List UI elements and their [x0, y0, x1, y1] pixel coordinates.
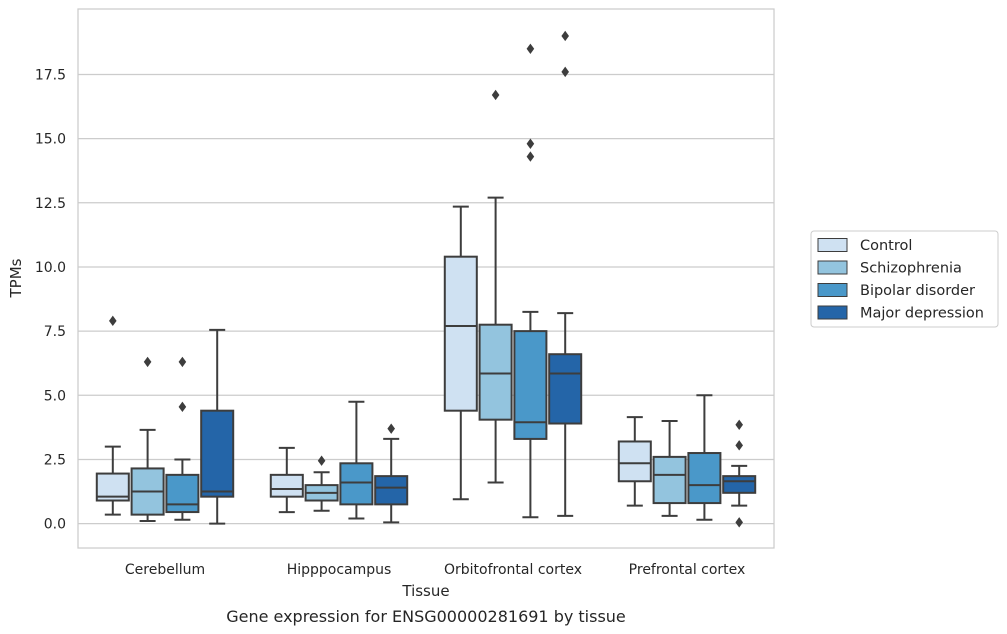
legend-swatch — [817, 283, 848, 297]
y-tick-label: 2.5 — [44, 452, 66, 468]
plot-frame — [77, 8, 775, 549]
x-axis-title: Tissue — [401, 582, 449, 600]
outlier-point — [735, 517, 743, 528]
legend: Control Schizophrenia Bipolar disorder Majo… — [810, 230, 999, 328]
chart-caption: Gene expression for ENSG00000281691 by t… — [226, 607, 626, 626]
y-tick-label: 7.5 — [44, 324, 66, 340]
iqr-box — [513, 330, 548, 440]
iqr-box — [617, 440, 652, 483]
outlier-point — [561, 30, 569, 42]
x-tick-label: Cerebellum — [125, 562, 205, 578]
legend-label: Major depression — [860, 306, 984, 322]
y-tick-label: 5.0 — [44, 388, 66, 404]
iqr-box — [478, 323, 513, 421]
outlier-point — [178, 401, 187, 413]
x-tick-label: Orbitofrontal cortex — [444, 562, 582, 578]
outlier-point — [526, 43, 535, 54]
iqr-box — [269, 473, 304, 498]
legend-label: Bipolar disorder — [860, 283, 975, 299]
legend-swatch — [817, 260, 848, 275]
box-major-depression — [374, 423, 409, 524]
box-control — [443, 205, 478, 501]
outlier-point — [143, 356, 152, 368]
iqr-box — [374, 475, 409, 506]
box-control — [617, 416, 652, 507]
outlier-point — [735, 440, 743, 451]
iqr-box — [339, 462, 374, 506]
legend-label: Schizophrenia — [860, 261, 962, 277]
outlier-point — [387, 423, 395, 434]
iqr-box — [165, 473, 200, 514]
iqr-box — [443, 255, 478, 412]
iqr-box — [548, 353, 583, 425]
box-major-depression — [200, 328, 235, 525]
x-tick-label: Prefrontal cortex — [629, 562, 746, 578]
box-schizophrenia — [478, 89, 513, 484]
box-schizophrenia — [652, 419, 687, 517]
box-bipolar-disorder — [513, 43, 548, 519]
y-tick-label: 0.0 — [44, 517, 66, 533]
box-major-depression — [548, 30, 583, 517]
iqr-box — [200, 409, 235, 498]
y-tick-label: 15.0 — [35, 132, 66, 148]
legend-swatch — [817, 238, 848, 252]
box-bipolar-disorder — [687, 394, 722, 521]
y-tick-label: 10.0 — [35, 260, 66, 276]
outlier-point — [561, 66, 569, 78]
outlier-point — [317, 455, 326, 466]
box-schizophrenia — [304, 455, 339, 512]
box-major-depression — [722, 419, 757, 528]
outlier-point — [735, 419, 743, 430]
x-axis-ticks: Cerebellum Hipppocampus Orbitofrontal cort… — [125, 562, 745, 578]
boxplot-series — [95, 30, 757, 528]
y-axis-title: TPMs — [7, 258, 25, 298]
legend-frame — [810, 230, 999, 328]
legend-swatch — [817, 305, 848, 320]
box-control — [269, 446, 304, 514]
y-tick-label: 17.5 — [35, 67, 66, 83]
iqr-box — [722, 475, 757, 494]
outlier-point — [109, 315, 117, 327]
box-schizophrenia — [130, 356, 165, 523]
y-axis-ticks: 0.0 2.5 5.0 7.5 10.0 12.5 15.0 17.5 — [35, 67, 66, 532]
box-bipolar-disorder — [165, 356, 200, 521]
gridlines — [78, 73, 774, 525]
iqr-box — [687, 452, 722, 505]
y-tick-label: 12.5 — [35, 196, 66, 212]
outlier-point — [178, 356, 187, 368]
box-bipolar-disorder — [339, 400, 374, 520]
iqr-box — [652, 455, 687, 505]
outlier-point — [491, 89, 500, 101]
legend-label: Control — [860, 238, 912, 254]
x-tick-label: Hipppocampus — [287, 562, 392, 578]
outlier-point — [526, 138, 535, 149]
box-control — [95, 315, 130, 516]
outlier-point — [526, 151, 535, 162]
